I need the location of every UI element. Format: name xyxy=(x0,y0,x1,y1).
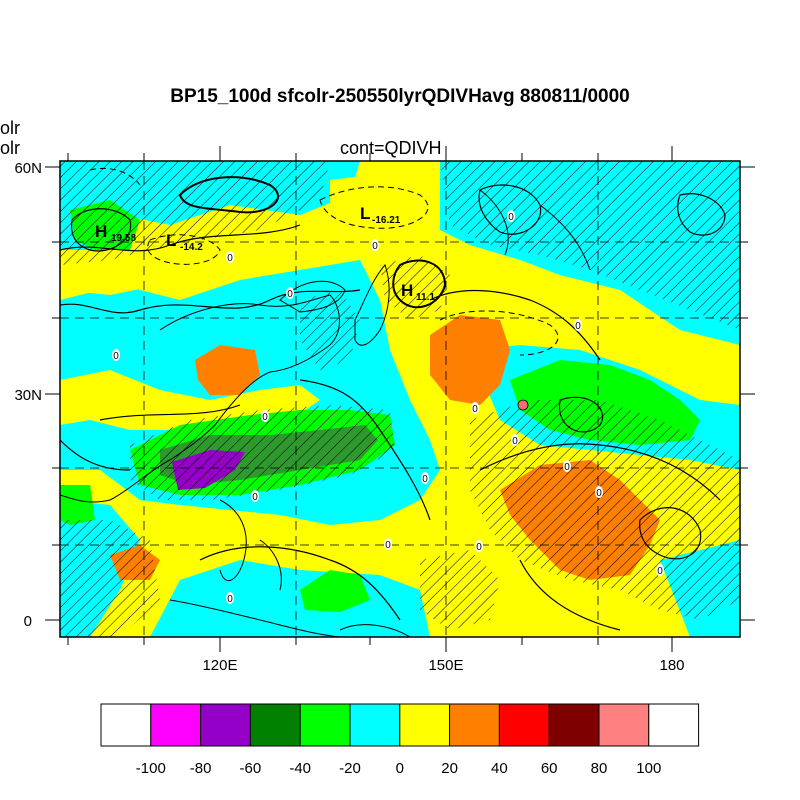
svg-text:L: L xyxy=(360,204,370,223)
lat-label-30n: 30N xyxy=(14,387,42,404)
svg-text:-14.2: -14.2 xyxy=(180,242,203,253)
yellow-patch-northwest xyxy=(60,265,160,295)
colorbar-swatch xyxy=(299,703,351,747)
svg-text:19.58: 19.58 xyxy=(111,233,136,244)
green-patch-far-west xyxy=(60,485,95,525)
colorbar-swatch xyxy=(598,703,650,747)
colorbar-swatch xyxy=(449,703,500,747)
svg-text:0: 0 xyxy=(508,212,514,223)
colorbar-label: 20 xyxy=(441,760,458,777)
map-plot-area: 0 0 0 0 0 0 0 0 0 0 0 0 0 0 0 0 0 H 19.5… xyxy=(60,161,740,637)
colorbar-label: 60 xyxy=(541,760,558,777)
svg-text:H: H xyxy=(401,281,413,300)
svg-text:0: 0 xyxy=(385,540,391,551)
svg-text:0: 0 xyxy=(476,542,482,553)
colorbar-label: 80 xyxy=(591,760,608,777)
svg-text:-16.21: -16.21 xyxy=(372,215,401,226)
hatched-regions xyxy=(60,161,740,637)
svg-text:0: 0 xyxy=(227,594,233,605)
zero-contour-labels: 0 0 0 0 0 0 0 0 0 0 0 0 0 0 0 0 0 xyxy=(112,210,664,605)
pressure-center-low-1: L -14.2 xyxy=(166,231,203,253)
grid-lines xyxy=(60,161,740,637)
left-cut-label-1: olr xyxy=(0,118,21,138)
colorbar-swatch xyxy=(498,703,550,747)
pressure-center-low-2: L -16.21 xyxy=(360,204,401,226)
svg-text:L: L xyxy=(166,231,176,250)
svg-text:11.1: 11.1 xyxy=(416,292,435,303)
colorbar: -100 -80 -60 -40 -20 0 20 40 60 80 100 xyxy=(100,703,700,777)
svg-text:0: 0 xyxy=(227,253,233,264)
map-subtitle: cont=QDIVH xyxy=(340,138,442,158)
lon-label-150e: 150E xyxy=(428,657,463,674)
colorbar-label: -100 xyxy=(136,760,166,777)
svg-text:0: 0 xyxy=(657,566,663,577)
svg-text:H: H xyxy=(95,222,107,241)
svg-text:0: 0 xyxy=(564,462,570,473)
contour-lines xyxy=(60,176,726,631)
location-marker xyxy=(517,399,529,411)
dashed-contours xyxy=(89,167,559,356)
coastlines xyxy=(60,189,591,637)
colorbar-label: -60 xyxy=(240,760,262,777)
svg-text:0: 0 xyxy=(472,404,478,415)
yellow-patch-north xyxy=(330,175,440,230)
svg-text:0: 0 xyxy=(575,321,581,332)
colorbar-swatch xyxy=(548,703,600,747)
svg-text:0: 0 xyxy=(596,488,602,499)
lon-label-120e: 120E xyxy=(202,657,237,674)
plot-frame xyxy=(59,160,741,638)
colorbar-swatch xyxy=(200,703,251,747)
colorbar-label: 0 xyxy=(396,760,404,777)
pressure-center-high-1: H 19.58 xyxy=(95,222,136,244)
colorbar-swatch xyxy=(150,703,202,747)
svg-text:0: 0 xyxy=(262,412,268,423)
lon-label-180: 180 xyxy=(659,657,684,674)
orange-patch-west xyxy=(195,345,260,395)
colorbar-label: -80 xyxy=(190,760,212,777)
colorbar-swatch xyxy=(399,703,451,747)
lat-label-60n: 60N xyxy=(14,160,42,177)
colorbar-swatch xyxy=(100,703,152,747)
lat-label-0: 0 xyxy=(24,613,32,630)
svg-text:0: 0 xyxy=(252,492,258,503)
left-cut-label-2: olr xyxy=(0,138,21,158)
green-patch-south xyxy=(300,570,370,612)
svg-text:0: 0 xyxy=(372,241,378,252)
svg-text:0: 0 xyxy=(113,351,119,362)
colorbar-swatch xyxy=(648,703,700,747)
svg-text:0: 0 xyxy=(422,474,428,485)
colorbar-label: -40 xyxy=(289,760,311,777)
map-title: BP15_100d sfcolr-250550lyrQDIVHavg 88081… xyxy=(170,86,630,107)
pressure-center-high-2: H 11.1 xyxy=(401,281,435,303)
colorbar-label: -20 xyxy=(339,760,361,777)
colorbar-swatch xyxy=(349,703,401,747)
axis-ticks xyxy=(45,146,755,652)
svg-text:0: 0 xyxy=(287,289,293,300)
orange-patch-central xyxy=(430,315,510,405)
svg-text:0: 0 xyxy=(512,436,518,447)
colorbar-label: 100 xyxy=(636,760,661,777)
colorbar-label: 40 xyxy=(491,760,508,777)
colorbar-swatch xyxy=(249,703,301,747)
